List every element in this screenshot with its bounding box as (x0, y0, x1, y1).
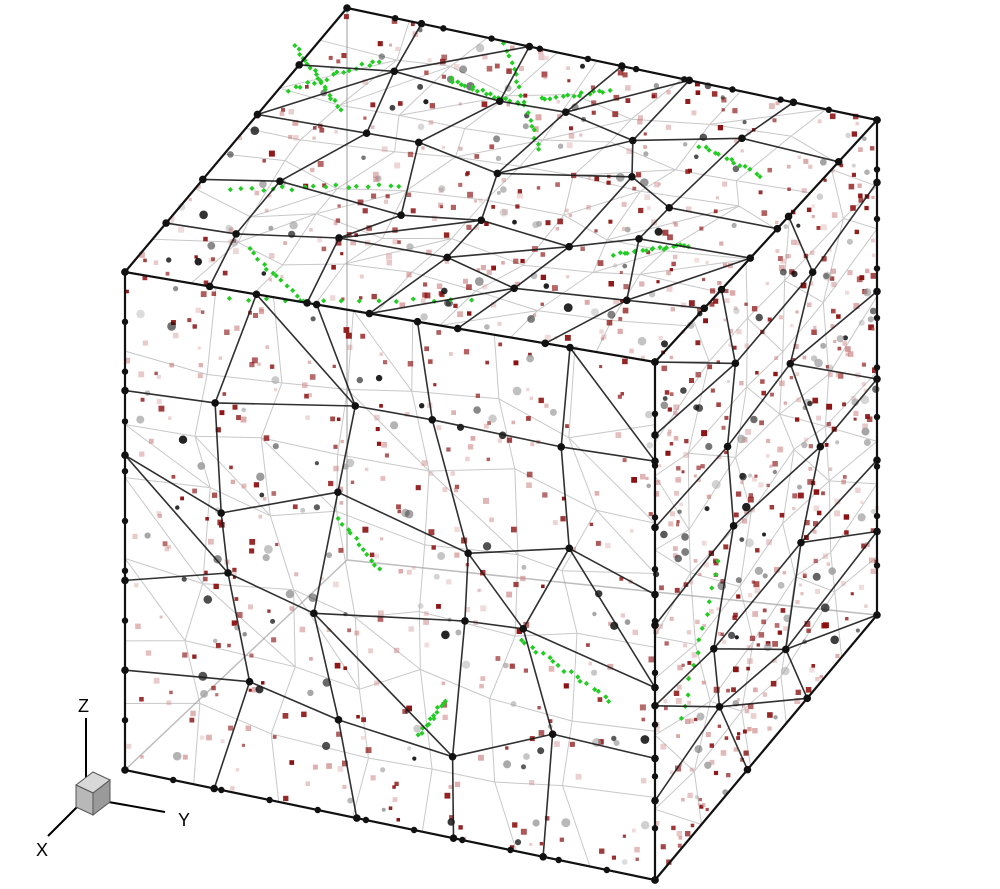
cube-outline (121, 4, 881, 884)
particle-markers (124, 14, 880, 865)
x-axis-label: X (36, 840, 48, 860)
grain-boundary-network-front (121, 4, 881, 884)
z-axis-label: Z (78, 696, 89, 716)
xyz-axis-triad-icon (47, 718, 166, 837)
axis-triad: Z Y X (36, 696, 190, 860)
y-axis-label: Y (178, 810, 190, 830)
